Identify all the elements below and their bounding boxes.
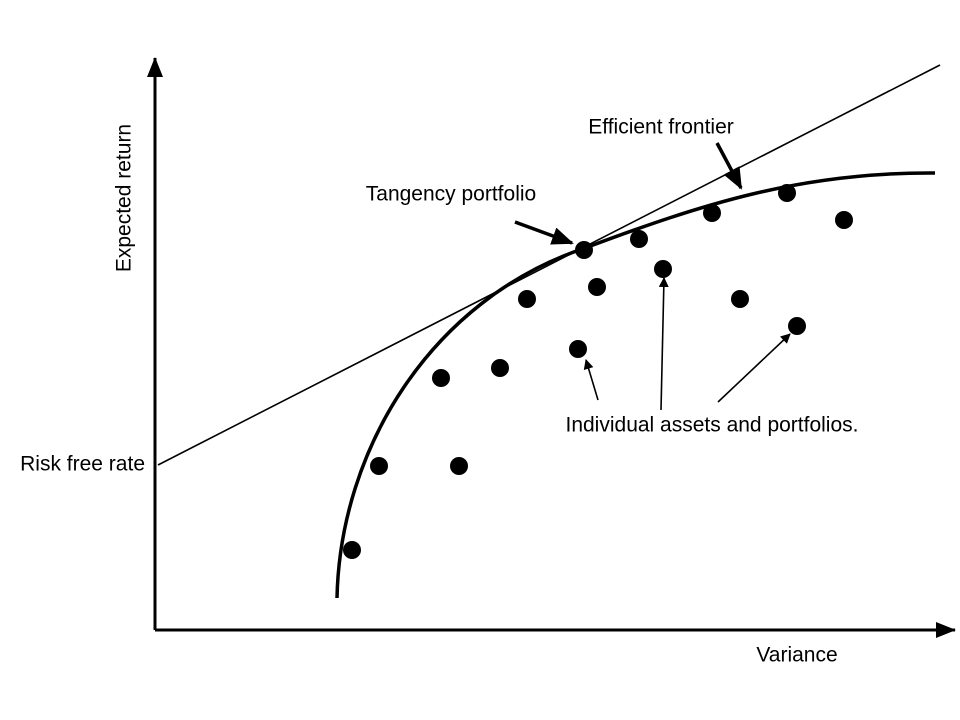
asset-dot (491, 359, 509, 377)
asset-dot (788, 317, 806, 335)
asset-dot (343, 541, 361, 559)
asset-arrow (717, 333, 791, 403)
asset-dot (518, 290, 536, 308)
asset-arrow (658, 277, 669, 411)
asset-dot (432, 369, 450, 387)
asset-dot (630, 230, 648, 248)
asset-dot (731, 290, 749, 308)
asset-dot (835, 211, 853, 229)
x-axis-label: Variance (756, 644, 837, 667)
asset-dot (703, 204, 721, 222)
tangency-label: Tangency portfolio (366, 183, 536, 206)
efficient-frontier-curve (335, 171, 936, 599)
assets-label: Individual assets and portfolios. (565, 414, 858, 437)
y-axis-label: Expected return (113, 124, 136, 272)
asset-dot (370, 457, 388, 475)
asset-dot (588, 278, 606, 296)
asset-dot (569, 340, 587, 358)
asset-dot (778, 184, 796, 202)
asset-dot (450, 457, 468, 475)
asset-dots (343, 184, 853, 559)
asset-dot (575, 241, 593, 259)
frontier-label: Efficient frontier (588, 116, 734, 139)
asset-dot (654, 260, 672, 278)
risk-free-label: Risk free rate (20, 453, 145, 476)
tangency-arrow (514, 220, 574, 245)
capital-market-line (157, 64, 941, 466)
asset-arrow (583, 359, 599, 401)
frontier-arrow (715, 142, 743, 190)
